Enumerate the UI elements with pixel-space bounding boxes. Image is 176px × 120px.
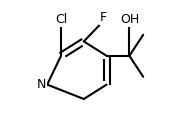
Text: N: N [36, 78, 46, 91]
Text: F: F [100, 11, 107, 24]
Text: Cl: Cl [55, 13, 67, 26]
Text: OH: OH [120, 13, 139, 26]
